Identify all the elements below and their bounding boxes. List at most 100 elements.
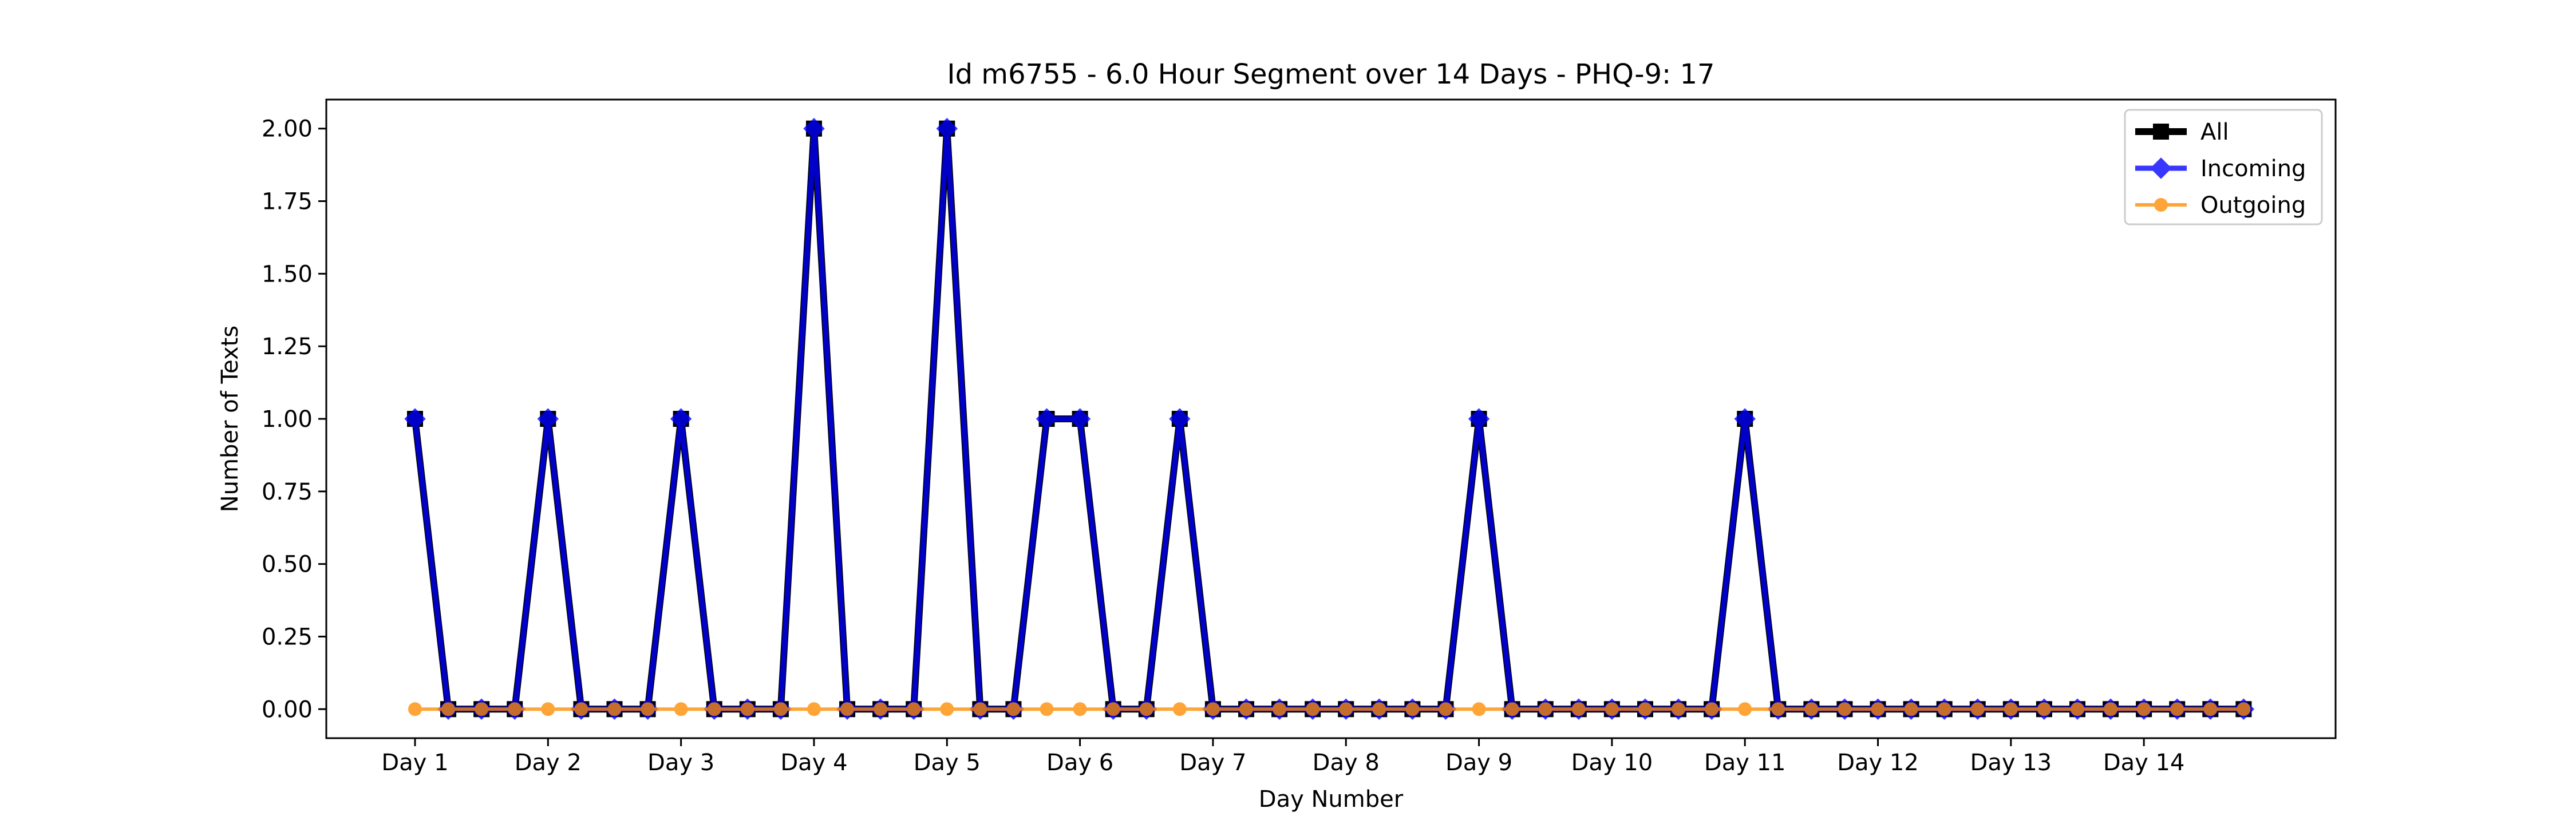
data-point-circle bbox=[1605, 702, 1619, 716]
data-point-circle bbox=[1771, 702, 1785, 716]
data-point-circle bbox=[2071, 702, 2084, 716]
data-point-circle bbox=[541, 702, 555, 716]
data-point-circle bbox=[1439, 702, 1453, 716]
x-tick-label: Day 8 bbox=[1313, 750, 1380, 776]
y-tick-label: 0.00 bbox=[262, 696, 313, 723]
y-tick-label: 0.50 bbox=[262, 552, 313, 578]
data-point-diamond bbox=[803, 117, 825, 140]
data-point-diamond bbox=[1734, 408, 1756, 430]
data-point-circle bbox=[907, 702, 921, 716]
x-axis-label: Day Number bbox=[1259, 786, 1404, 813]
data-point-circle bbox=[1372, 702, 1386, 716]
data-point-diamond bbox=[537, 408, 559, 430]
data-point-circle bbox=[2203, 702, 2218, 716]
data-point-diamond bbox=[2150, 157, 2172, 179]
data-point-circle bbox=[1904, 702, 1918, 716]
y-tick-label: 0.75 bbox=[262, 479, 313, 505]
data-point-circle bbox=[1006, 702, 1021, 716]
data-point-circle bbox=[1970, 702, 1985, 716]
data-point-circle bbox=[1040, 702, 1054, 716]
x-tick-label: Day 14 bbox=[2103, 750, 2185, 776]
data-point-diamond bbox=[1069, 408, 1091, 430]
data-point-circle bbox=[807, 702, 821, 716]
data-point-diamond bbox=[670, 408, 692, 430]
series-outgoing bbox=[408, 702, 2251, 716]
x-tick-label: Day 1 bbox=[381, 750, 448, 776]
data-point-circle bbox=[674, 702, 688, 716]
data-point-diamond bbox=[1169, 408, 1191, 430]
data-point-circle bbox=[1206, 702, 1220, 716]
data-point-circle bbox=[1672, 702, 1686, 716]
data-point-circle bbox=[1172, 702, 1187, 716]
axes: 0.00 0.25 0.50 0.75 1.00 1.25 1.50 1.75 2.00 Day … bbox=[262, 98, 2337, 776]
data-point-circle bbox=[1472, 702, 1486, 716]
data-point-diamond bbox=[1036, 408, 1058, 430]
data-point-circle bbox=[1638, 702, 1652, 716]
data-point-circle bbox=[508, 702, 522, 716]
data-point-circle bbox=[1106, 702, 1120, 716]
legend-box bbox=[2124, 109, 2323, 225]
data-point-diamond bbox=[1468, 408, 1490, 430]
plot-series bbox=[404, 117, 2255, 720]
data-point-circle bbox=[574, 702, 588, 716]
x-tick-label: Day 5 bbox=[914, 750, 981, 776]
data-point-circle bbox=[1937, 702, 1951, 716]
data-point-diamond bbox=[936, 117, 958, 140]
x-tick-label: Day 10 bbox=[1571, 750, 1653, 776]
data-point-circle bbox=[740, 702, 754, 716]
data-point-circle bbox=[1239, 702, 1253, 716]
x-tick-label: Day 4 bbox=[780, 750, 847, 776]
legend-label: Outgoing bbox=[2200, 192, 2306, 219]
data-point-square bbox=[2153, 124, 2169, 140]
data-point-circle bbox=[607, 702, 622, 716]
data-point-circle bbox=[408, 702, 422, 716]
y-tick-label: 2.00 bbox=[262, 116, 313, 142]
data-point-circle bbox=[1339, 702, 1353, 716]
data-point-circle bbox=[1871, 702, 1885, 716]
x-tick-label: Day 11 bbox=[1704, 750, 1786, 776]
data-point-circle bbox=[441, 702, 456, 716]
data-point-circle bbox=[1306, 702, 1320, 716]
data-point-circle bbox=[1705, 702, 1719, 716]
chart-title: Id m6755 - 6.0 Hour Segment over 14 Days… bbox=[947, 58, 1714, 90]
data-point-circle bbox=[973, 702, 987, 716]
data-point-circle bbox=[1838, 702, 1852, 716]
x-tick-label: Day 2 bbox=[515, 750, 582, 776]
legend: All Incoming Outgoing bbox=[2124, 109, 2323, 225]
data-point-circle bbox=[1571, 702, 1586, 716]
data-point-circle bbox=[2237, 702, 2251, 716]
data-point-circle bbox=[1139, 702, 1153, 716]
legend-item bbox=[2135, 198, 2187, 212]
data-point-circle bbox=[773, 702, 788, 716]
x-tick-label: Day 7 bbox=[1179, 750, 1246, 776]
data-point-circle bbox=[1538, 702, 1552, 716]
data-point-circle bbox=[874, 702, 888, 716]
legend-item bbox=[2135, 124, 2187, 140]
data-point-circle bbox=[2170, 702, 2184, 716]
y-tick-label: 1.25 bbox=[262, 334, 313, 360]
data-point-circle bbox=[1405, 702, 1420, 716]
data-point-circle bbox=[475, 702, 489, 716]
y-axis-label: Number of Texts bbox=[217, 326, 243, 512]
data-point-circle bbox=[641, 702, 655, 716]
x-tick-label: Day 6 bbox=[1046, 750, 1113, 776]
data-point-circle bbox=[2037, 702, 2051, 716]
data-point-circle bbox=[707, 702, 721, 716]
y-tick-label: 1.50 bbox=[262, 261, 313, 287]
x-tick-label: Day 13 bbox=[1970, 750, 2052, 776]
data-point-circle bbox=[2137, 702, 2151, 716]
data-point-circle bbox=[1804, 702, 1819, 716]
x-tick-label: Day 3 bbox=[647, 750, 714, 776]
legend-label: All bbox=[2200, 119, 2229, 145]
data-point-circle bbox=[1505, 702, 1519, 716]
legend-item bbox=[2135, 157, 2187, 179]
x-tick-label: Day 9 bbox=[1445, 750, 1512, 776]
legend-label: Incoming bbox=[2200, 156, 2306, 182]
y-tick-label: 1.75 bbox=[262, 189, 313, 215]
data-point-circle bbox=[940, 702, 954, 716]
data-point-circle bbox=[2154, 198, 2168, 212]
data-point-circle bbox=[1273, 702, 1287, 716]
data-point-circle bbox=[2104, 702, 2118, 716]
